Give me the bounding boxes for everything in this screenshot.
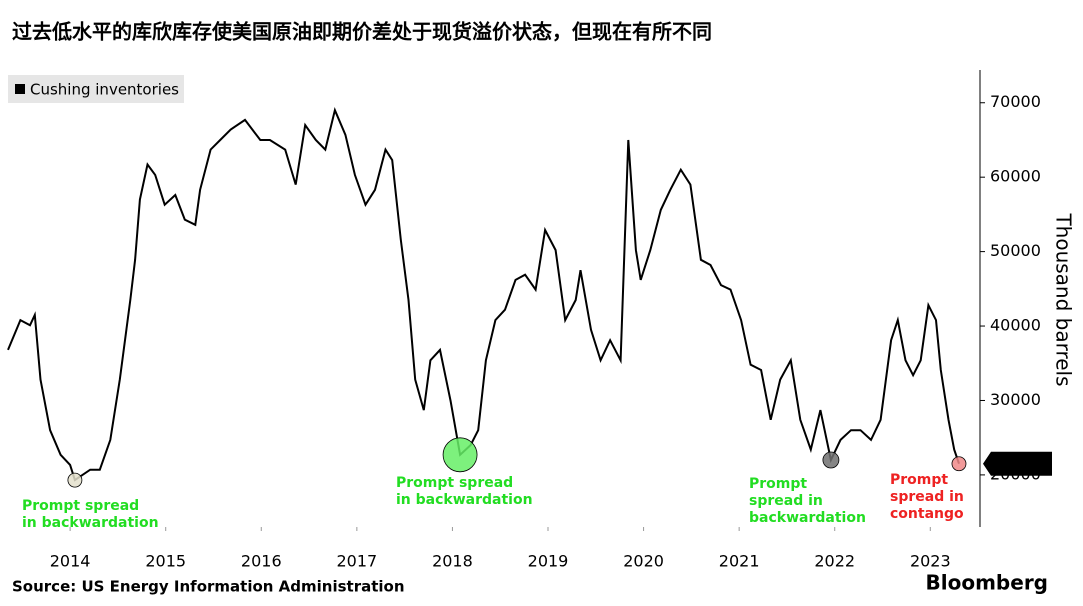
- y-tick-label: 60000: [990, 167, 1041, 186]
- y-tick-label: 40000: [990, 316, 1041, 335]
- y-tick-label: 50000: [990, 241, 1041, 260]
- y-tick-label: 30000: [990, 390, 1041, 409]
- x-tick-label: 2018: [432, 552, 473, 571]
- annotation-marker: [822, 451, 840, 469]
- annotation-text: in backwardation: [396, 492, 533, 508]
- legend: Cushing inventories: [8, 75, 184, 103]
- last-value-tag: [983, 451, 1052, 476]
- x-tick-label: 2019: [528, 552, 569, 571]
- x-tick-label: 2023: [910, 552, 951, 571]
- source: Source: US Energy Information Administra…: [12, 578, 405, 596]
- legend-label: Cushing inventories: [30, 81, 179, 99]
- last-value-label: 21498: [994, 454, 1045, 473]
- annotation-text: Prompt spread: [22, 498, 139, 514]
- logo: Bloomberg: [926, 571, 1048, 595]
- series-line: [7, 107, 960, 482]
- x-tick-label: 2017: [336, 552, 377, 571]
- annotation-text: Prompt: [890, 472, 948, 488]
- annotation-marker: [442, 437, 478, 473]
- x-tick-label: 2020: [623, 552, 664, 571]
- x-tick-label: 2015: [145, 552, 186, 571]
- annotation-text: Prompt spread: [396, 475, 513, 491]
- annotation-text: in backwardation: [22, 515, 159, 531]
- legend-box: [8, 75, 184, 103]
- x-tick-label: 2021: [719, 552, 760, 571]
- annotation-text: spread in: [890, 489, 964, 505]
- x-tick-label: 2014: [50, 552, 91, 571]
- chart-title: 过去低水平的库欣库存使美国原油即期价差处于现货溢价状态，但现在有所不同: [12, 20, 712, 44]
- y-axis-title: Thousand barrels: [1052, 212, 1076, 386]
- annotation-text: backwardation: [749, 510, 866, 526]
- annotation-text: Prompt: [749, 476, 807, 492]
- x-tick-label: 2016: [241, 552, 282, 571]
- annotation-marker: [67, 472, 83, 488]
- annotation-text: spread in: [749, 493, 823, 509]
- x-tick-label: 2022: [814, 552, 855, 571]
- annotation-text: contango: [890, 506, 964, 522]
- y-tick-label: 70000: [990, 92, 1041, 111]
- annotation-marker: [951, 456, 967, 472]
- legend-swatch: [15, 84, 25, 94]
